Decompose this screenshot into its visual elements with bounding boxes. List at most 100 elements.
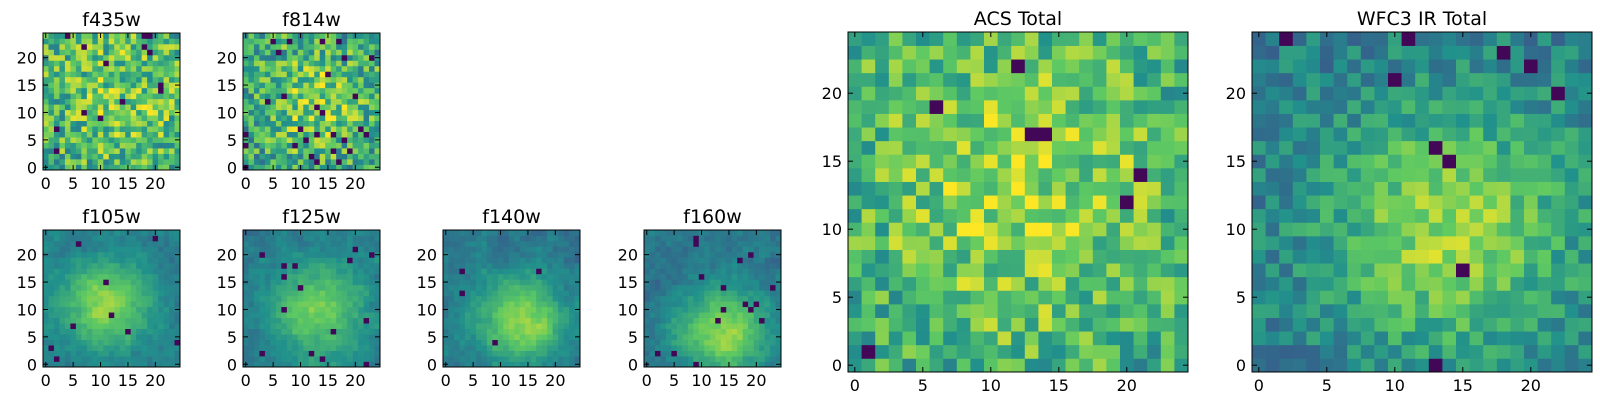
heatmap-cell [43, 350, 49, 357]
heatmap-cell [336, 38, 342, 45]
heatmap-cell [119, 164, 126, 171]
heatmap-cell [48, 87, 55, 94]
heatmap-cell [314, 49, 321, 56]
heatmap-cell [75, 268, 82, 275]
heatmap-cell [569, 246, 575, 253]
heatmap-cell [119, 240, 126, 247]
heatmap-cell [152, 131, 159, 138]
heatmap-cell [341, 356, 348, 362]
heatmap-cell [152, 306, 159, 313]
heatmap-cell [536, 284, 542, 291]
heatmap-cell [1333, 222, 1348, 237]
heatmap-cell [547, 317, 553, 324]
heatmap-cell [48, 306, 55, 313]
heatmap-cell [492, 312, 499, 319]
heatmap-cell [259, 235, 266, 242]
heatmap-cell [644, 273, 650, 280]
heatmap-cell [443, 356, 449, 362]
heatmap-cell [1333, 290, 1348, 305]
heatmap-cell [358, 246, 364, 253]
heatmap-cell [86, 262, 93, 269]
heatmap-cell [1092, 45, 1107, 60]
heatmap-cell [508, 312, 515, 319]
heatmap-cell [558, 323, 564, 329]
heatmap-cell [92, 148, 99, 154]
heatmap-cell [136, 334, 142, 340]
heatmap-cell [916, 249, 930, 264]
heatmap-cell [374, 339, 381, 346]
heatmap-cell [103, 153, 110, 160]
heatmap-cell [81, 317, 88, 324]
heatmap-cell [130, 312, 137, 319]
heatmap-cell [693, 306, 700, 313]
heatmap-cell [297, 328, 304, 335]
heatmap-cell [665, 290, 672, 297]
heatmap-cell [753, 290, 760, 297]
heatmap-cell [259, 142, 266, 149]
heatmap-cell [303, 317, 310, 324]
heatmap-cell [1011, 154, 1026, 169]
heatmap-cell [541, 295, 548, 302]
heatmap-cell [547, 279, 553, 286]
heatmap-cell [248, 312, 255, 319]
heatmap-cell [665, 323, 672, 329]
heatmap-cell [943, 249, 958, 264]
y-tick-label: 20 [618, 246, 638, 265]
heatmap-cell [737, 339, 743, 346]
heatmap-cell [492, 301, 499, 308]
heatmap-cell [103, 98, 110, 105]
heatmap-cell [481, 246, 488, 253]
heatmap-cell [92, 137, 99, 143]
heatmap-cell [314, 142, 321, 149]
heatmap-cell [169, 115, 175, 122]
heatmap-cell [660, 328, 667, 335]
heatmap-cell [970, 59, 985, 74]
heatmap-cell [929, 72, 944, 87]
heatmap-cell [1333, 249, 1348, 264]
heatmap-cell [130, 279, 137, 286]
heatmap-cell [1469, 208, 1484, 223]
heatmap-cell [114, 54, 121, 61]
heatmap-cell [347, 43, 353, 50]
heatmap-cell [848, 181, 862, 196]
heatmap-cell [644, 345, 650, 351]
heatmap-cell [1024, 86, 1039, 101]
heatmap-cell [1333, 317, 1348, 332]
heatmap-cell [888, 181, 903, 196]
heatmap-cell [136, 350, 142, 357]
heatmap-cell [86, 71, 93, 78]
heatmap-cell [308, 251, 315, 258]
heatmap-cell [888, 263, 903, 278]
heatmap-cell [654, 257, 661, 264]
heatmap-cell [303, 159, 310, 165]
heatmap-cell [48, 301, 55, 308]
heatmap-cell [281, 65, 288, 72]
heatmap-cell [92, 312, 99, 319]
heatmap-cell [1160, 276, 1175, 291]
heatmap-cell [136, 159, 142, 165]
heatmap-cell [682, 339, 689, 346]
heatmap-cell [1524, 276, 1538, 291]
heatmap-cell [547, 306, 553, 313]
heatmap-cell [519, 279, 526, 286]
heatmap-cell [530, 235, 537, 242]
heatmap-cell [671, 312, 678, 319]
y-tick-label: 5 [832, 288, 842, 307]
heatmap-cell [660, 312, 667, 319]
heatmap-cell [97, 148, 104, 154]
heatmap-cell [726, 317, 733, 324]
heatmap-cell [1052, 140, 1066, 155]
heatmap-cell [1524, 236, 1538, 250]
heatmap-cell [649, 328, 656, 335]
heatmap-cell [475, 339, 482, 346]
heatmap-cell [644, 235, 650, 242]
heatmap-cell [169, 295, 175, 302]
heatmap-cell [369, 350, 375, 357]
heatmap-cell [352, 356, 359, 362]
heatmap-cell [259, 306, 266, 313]
heatmap-cell [649, 268, 656, 275]
heatmap-cell [536, 345, 542, 351]
heatmap-cell [1564, 290, 1579, 305]
heatmap-cell [1388, 276, 1402, 291]
heatmap-cell [358, 93, 364, 100]
